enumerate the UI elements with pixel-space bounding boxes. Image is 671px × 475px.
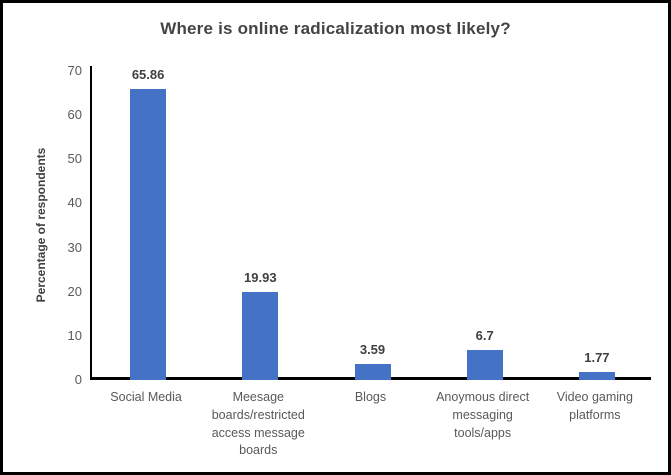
x-category-label: Social Media [110,390,182,404]
bar [354,364,391,380]
y-tick-label: 60 [67,107,82,123]
bar-value-label: 65.86 [131,67,165,83]
y-tick-label: 20 [67,283,82,299]
chart-title: Where is online radicalization most like… [160,19,511,38]
x-category-label: Blogs [354,390,387,404]
bar-value-label: 6.7 [475,328,494,344]
bar-value-label: 3.59 [359,342,386,358]
y-tick-label: 10 [67,327,82,343]
y-tick-label: 50 [67,151,82,167]
y-tick-label: 40 [67,195,82,211]
bar [242,292,279,380]
y-tick-label: 70 [67,63,82,78]
x-category-label: Meesage boards/restricted access message… [211,390,305,458]
plot-area [90,66,651,380]
x-category-labels: Social Media Meesage boards/restricted ac… [90,389,651,460]
bar [130,89,167,380]
y-tick-label: 30 [67,239,82,255]
y-tick-label: 0 [74,372,82,387]
x-category-label: Video gaming platforms [556,390,633,422]
x-category-label: Anoymous direct messaging tools/apps [436,390,530,440]
bar [466,350,503,380]
y-axis-title: Percentage of respondents [34,147,48,303]
bar [578,372,615,380]
bar-value-label: 1.77 [584,350,610,366]
bar-value-label: 19.93 [244,270,277,286]
